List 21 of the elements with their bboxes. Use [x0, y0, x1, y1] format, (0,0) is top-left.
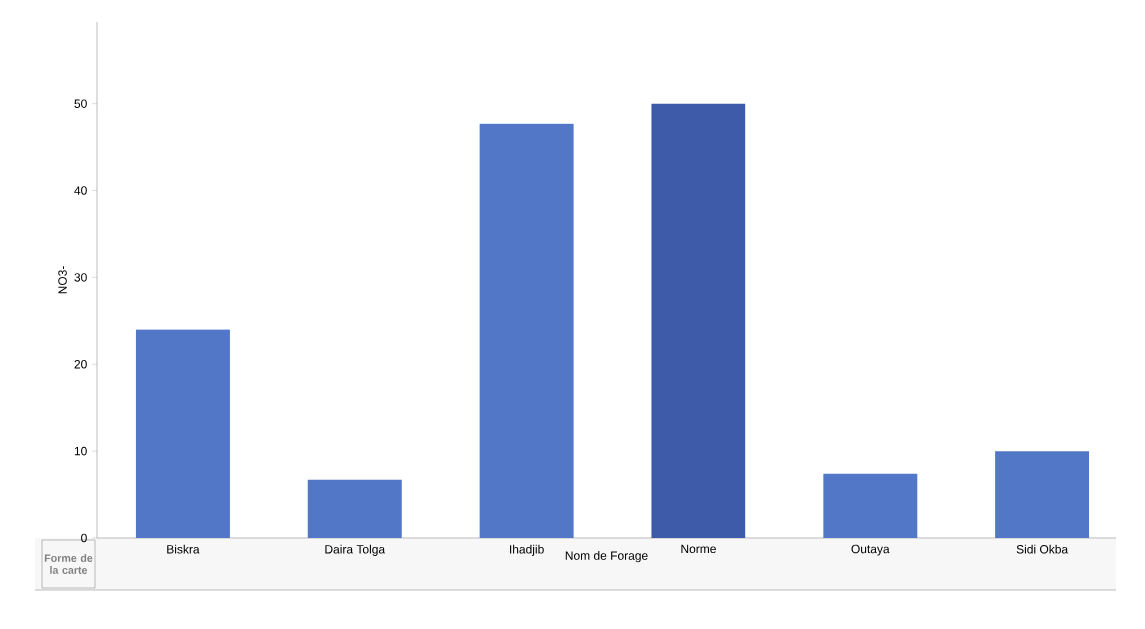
bar	[479, 123, 574, 538]
y-tick-label: 10	[74, 446, 87, 456]
text: Forme de la carte	[44, 554, 93, 574]
bar	[995, 451, 1090, 538]
y-tick-label: 40	[74, 186, 87, 195]
y-tick-label: 30	[74, 273, 87, 282]
y-tick-label: 50	[74, 99, 87, 108]
bar	[135, 329, 230, 538]
x-tick-label: Biskra	[167, 544, 200, 554]
bar	[823, 473, 918, 538]
bar	[307, 479, 402, 538]
x-tick-label: Norme	[681, 544, 716, 554]
y-tick-label: 0	[81, 533, 87, 543]
x-tick-label: Daira Tolga	[325, 544, 386, 556]
x-axis-title: Nom de Forage	[565, 551, 648, 563]
x-tick-label: Ihadjib	[510, 544, 544, 556]
x-tick-label: Outaya	[851, 544, 890, 556]
y-tick-label: 20	[74, 360, 87, 369]
y-axis-title: NO3-	[58, 266, 67, 294]
bar	[651, 103, 746, 538]
x-tick-label: Sidi Okba	[1016, 544, 1069, 554]
